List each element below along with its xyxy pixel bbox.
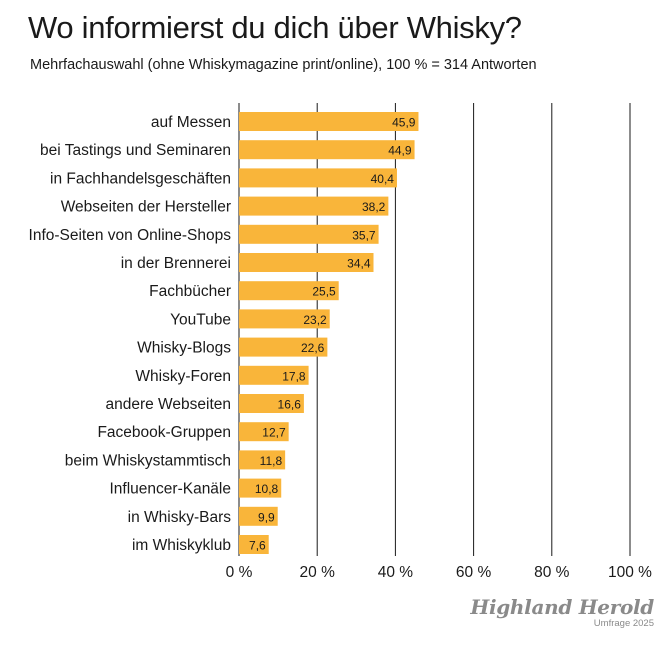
category-label: Facebook-Gruppen <box>97 424 231 441</box>
bar <box>239 535 269 554</box>
data-label: 34,4 <box>347 257 371 271</box>
data-label: 10,8 <box>255 482 279 496</box>
bar <box>239 140 415 160</box>
category-label: in Fachhandelsgeschäften <box>50 170 231 187</box>
bar <box>239 281 339 301</box>
data-label: 22,6 <box>301 341 325 355</box>
category-label: YouTube <box>170 311 231 328</box>
data-label: 11,8 <box>260 454 283 468</box>
data-label: 35,7 <box>352 228 376 242</box>
category-label: Fachbücher <box>149 283 231 300</box>
data-label: 12,7 <box>262 426 286 440</box>
bar <box>239 168 397 188</box>
category-label: Info-Seiten von Online-Shops <box>29 227 232 244</box>
data-label: 23,2 <box>303 313 327 327</box>
bar <box>239 196 389 216</box>
chart-title: Wo informierst du dich über Whisky? <box>28 10 522 45</box>
x-tick-label: 20 % <box>300 564 336 581</box>
category-label: Whisky-Foren <box>135 368 231 385</box>
chart-subtitle: Mehrfachauswahl (ohne Whiskymagazine pri… <box>30 57 537 73</box>
category-label: Webseiten der Hersteller <box>61 199 231 216</box>
bar <box>239 506 278 526</box>
category-label: andere Webseiten <box>105 396 231 413</box>
data-label: 17,8 <box>282 369 306 383</box>
bar <box>239 224 379 244</box>
data-label: 45,9 <box>392 116 416 130</box>
bar <box>239 337 328 357</box>
category-label: im Whiskyklub <box>132 537 231 554</box>
x-tick-label: 0 % <box>226 564 253 581</box>
bar <box>239 309 330 329</box>
category-label: in der Brennerei <box>121 255 231 272</box>
data-label: 44,9 <box>388 144 412 158</box>
bar <box>239 112 419 131</box>
category-label: in Whisky-Bars <box>128 509 232 526</box>
brand-block: Highland Herold Umfrage 2025 <box>470 595 654 629</box>
data-label: 40,4 <box>371 172 395 186</box>
x-tick-label: 40 % <box>378 564 414 581</box>
bar <box>239 253 374 272</box>
bar <box>239 365 309 385</box>
data-label: 25,5 <box>312 285 336 299</box>
x-tick-label: 80 % <box>534 564 570 581</box>
brand-logo: Highland Herold <box>470 595 654 619</box>
bar <box>239 478 282 498</box>
category-label: Whisky-Blogs <box>137 340 231 357</box>
category-label: beim Whiskystammtisch <box>65 452 231 469</box>
brand-note: Umfrage 2025 <box>593 618 654 629</box>
data-label: 9,9 <box>258 510 275 524</box>
category-label: Influencer-Kanäle <box>110 481 232 498</box>
x-tick-label: 100 % <box>608 564 652 581</box>
category-label: bei Tastings und Seminaren <box>40 142 231 159</box>
x-tick-label: 60 % <box>456 564 492 581</box>
data-label: 7,6 <box>249 539 266 553</box>
bar <box>239 450 286 470</box>
category-label: auf Messen <box>151 114 231 131</box>
bar <box>239 394 304 413</box>
data-label: 16,6 <box>278 398 302 412</box>
bar <box>239 422 289 442</box>
data-label: 38,2 <box>362 200 386 214</box>
